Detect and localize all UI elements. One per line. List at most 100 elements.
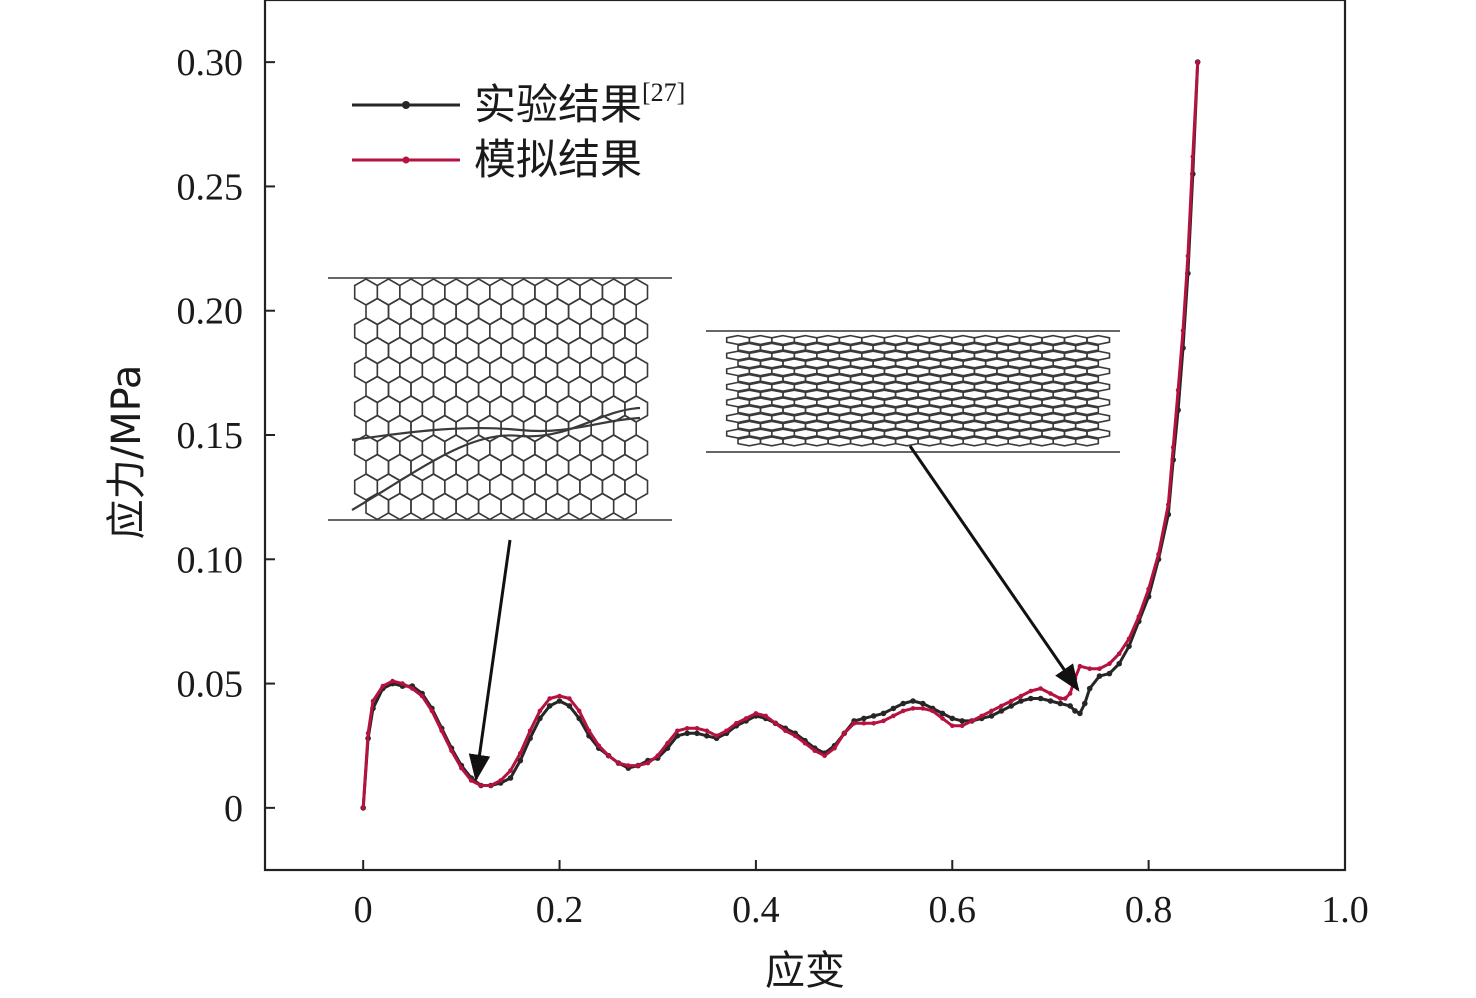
honeycomb-cell-crushed — [737, 342, 762, 354]
data-point-simulation — [714, 733, 719, 739]
honeycomb-cell-crushed — [827, 389, 852, 400]
data-point-simulation — [537, 708, 543, 714]
data-point-simulation — [478, 783, 484, 788]
honeycomb-cell-crushed — [1074, 342, 1100, 354]
honeycomb-cell-crushed — [1063, 428, 1088, 439]
honeycomb-cell-crushed — [748, 365, 773, 377]
honeycomb-cell-crushed — [759, 342, 784, 354]
honeycomb-cell — [365, 492, 390, 521]
data-point-simulation — [645, 760, 651, 766]
honeycomb-cell-crushed — [1007, 404, 1032, 416]
data-point-simulation — [1180, 328, 1186, 333]
honeycomb-cell-crushed — [973, 428, 998, 439]
data-point-simulation — [365, 731, 371, 736]
honeycomb-cell-crushed — [894, 404, 919, 416]
honeycomb-cell-crushed — [748, 412, 773, 424]
honeycomb-cell-crushed — [894, 389, 919, 400]
honeycomb-cell-crushed — [1007, 420, 1032, 432]
data-point-simulation — [832, 745, 837, 751]
honeycomb-cell-crushed — [917, 358, 942, 369]
data-point-simulation — [1087, 666, 1092, 671]
honeycomb-cell-crushed — [793, 381, 818, 393]
data-point-simulation — [439, 728, 445, 734]
honeycomb-cell-crushed — [894, 436, 919, 447]
honeycomb-cell-crushed — [962, 358, 987, 369]
data-point-experiment — [998, 708, 1005, 714]
honeycomb-cell-crushed — [725, 350, 751, 361]
honeycomb-cell-crushed — [1029, 420, 1054, 432]
data-point-simulation — [851, 721, 857, 726]
data-point-experiment — [1008, 703, 1014, 709]
honeycomb-cell-crushed — [939, 358, 964, 369]
x-tick-label: 0.8 — [1125, 889, 1173, 931]
honeycomb-cell-crushed — [771, 365, 796, 377]
honeycomb-cell-crushed — [1063, 381, 1088, 393]
data-point-experiment — [1077, 710, 1083, 717]
data-point-simulation — [910, 706, 916, 711]
crush-band — [351, 406, 641, 511]
data-point-simulation — [802, 740, 808, 746]
data-point-experiment — [1086, 685, 1093, 692]
honeycomb-cell — [590, 492, 615, 521]
data-point-experiment — [1072, 708, 1078, 714]
honeycomb-cell-crushed — [725, 334, 751, 346]
data-point-experiment — [1116, 660, 1122, 667]
honeycomb-cell-crushed — [1041, 397, 1066, 408]
honeycomb-cell-crushed — [849, 373, 874, 385]
honeycomb-cell — [545, 492, 570, 521]
honeycomb-cell-crushed — [737, 420, 762, 432]
honeycomb-cell-crushed — [737, 436, 762, 447]
honeycomb-cell-crushed — [1052, 420, 1077, 432]
honeycomb-cell-crushed — [782, 436, 807, 447]
honeycomb-cell-crushed — [782, 342, 807, 354]
data-point-simulation — [449, 748, 454, 753]
data-point-simulation — [763, 713, 768, 719]
honeycomb-cell-crushed — [1041, 365, 1066, 377]
honeycomb-cell-crushed — [793, 365, 818, 377]
honeycomb-cell-crushed — [939, 404, 964, 416]
honeycomb-cell-crushed — [861, 334, 886, 346]
honeycomb-cell-crushed — [804, 342, 829, 354]
data-point-simulation — [498, 778, 503, 783]
honeycomb-cell-crushed — [906, 428, 931, 439]
honeycomb-cell-crushed — [939, 373, 964, 385]
honeycomb-cell-crushed — [1086, 350, 1111, 361]
data-point-simulation — [900, 708, 906, 714]
data-point-experiment — [1106, 670, 1113, 677]
honeycomb-cell-crushed — [816, 428, 841, 439]
data-point-experiment — [880, 710, 887, 717]
honeycomb-cell-crushed — [1007, 373, 1032, 385]
honeycomb-cell-crushed — [861, 365, 886, 377]
honeycomb-cell-crushed — [725, 365, 751, 377]
data-point-experiment — [684, 730, 690, 737]
honeycomb-cell-crushed — [1041, 428, 1066, 439]
honeycomb-cell-crushed — [951, 365, 976, 377]
honeycomb-cell-crushed — [737, 373, 762, 385]
honeycomb-cell-crushed — [872, 342, 897, 354]
legend-marker-experiment — [402, 101, 410, 109]
honeycomb-cell-crushed — [883, 428, 908, 439]
honeycomb-cell-crushed — [759, 420, 784, 432]
honeycomb-cell-crushed — [984, 358, 1009, 369]
honeycomb-cell-crushed — [1007, 342, 1032, 354]
data-point-simulation — [370, 698, 376, 704]
data-point-experiment — [900, 700, 906, 707]
data-point-experiment — [517, 757, 524, 764]
honeycomb-cell-crushed — [816, 350, 841, 361]
data-point-simulation — [950, 723, 955, 729]
honeycomb-cell-crushed — [996, 412, 1021, 424]
honeycomb-cell-crushed — [939, 420, 964, 432]
honeycomb-cell-crushed — [793, 397, 818, 408]
inset-honeycomb-initial — [328, 277, 672, 521]
honeycomb-cell-crushed — [872, 436, 897, 447]
data-point-simulation — [596, 743, 602, 748]
honeycomb-cell-crushed — [759, 436, 784, 447]
honeycomb-cell-crushed — [838, 428, 863, 439]
honeycomb-cell-crushed — [962, 373, 987, 385]
data-point-simulation — [567, 696, 572, 701]
honeycomb-cell-crushed — [973, 334, 998, 346]
legend-item-simulation: 模拟结果 — [352, 135, 642, 184]
honeycomb-cell-crushed — [894, 342, 919, 354]
honeycomb-cell-crushed — [1086, 412, 1111, 424]
honeycomb-cell-crushed — [759, 358, 784, 369]
